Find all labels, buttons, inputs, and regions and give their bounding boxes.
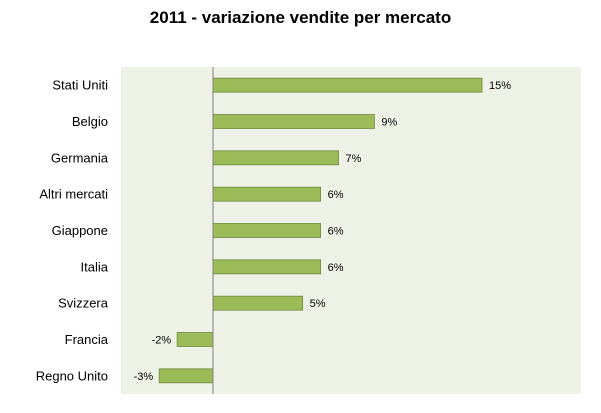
bar-giappone	[212, 223, 321, 238]
category-label: Regno Unito	[36, 368, 108, 383]
category-label: Stati Uniti	[52, 78, 108, 93]
bar-francia	[176, 332, 214, 347]
bar-italia	[212, 259, 321, 275]
category-label: Francia	[65, 332, 109, 347]
chart-title: 2011 - variazione vendite per mercato	[149, 8, 452, 27]
value-label: 7%	[346, 153, 362, 165]
category-label: Italia	[81, 259, 109, 274]
value-labels: 15% 9% 7% 6% 6% 6% 5% -2% -3%	[134, 80, 512, 383]
value-label: -2%	[152, 335, 172, 347]
bar-svizzera	[212, 295, 304, 311]
value-label: 6%	[328, 189, 344, 201]
category-label: Altri mercati	[39, 187, 108, 202]
bar-stati-uniti	[212, 77, 483, 93]
value-label: 6%	[328, 262, 344, 274]
value-label: -3%	[134, 371, 154, 383]
bar-germania	[212, 150, 339, 166]
value-label: 15%	[489, 80, 511, 92]
category-label: Germania	[51, 150, 109, 165]
category-label: Giappone	[52, 223, 108, 238]
bar-regno-unito	[158, 368, 214, 384]
bar-altri-mercati	[212, 186, 321, 202]
bar-belgio	[212, 114, 375, 129]
value-label: 5%	[310, 298, 326, 310]
category-label: Belgio	[72, 114, 108, 129]
category-labels: Stati Uniti Belgio Germania Altri mercati Gi…	[36, 78, 109, 384]
value-label: 9%	[381, 117, 397, 129]
value-label: 6%	[328, 226, 344, 238]
category-label: Svizzera	[58, 296, 109, 311]
